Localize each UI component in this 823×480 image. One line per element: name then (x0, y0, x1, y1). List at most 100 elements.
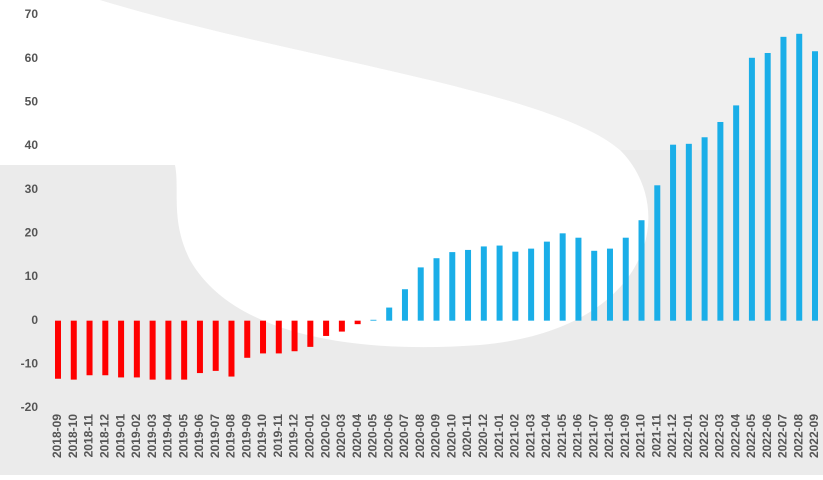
y-tick-label: -20 (21, 400, 39, 414)
x-tick-label: 2021-02 (508, 414, 522, 458)
y-tick-label: 50 (25, 95, 39, 109)
bar (307, 320, 314, 347)
bar (260, 320, 267, 354)
bar (449, 252, 456, 321)
x-tick-label: 2022-05 (744, 414, 758, 458)
x-tick-label: 2021-01 (492, 414, 506, 458)
bar (622, 237, 629, 321)
x-tick-label: 2022-04 (728, 414, 742, 458)
x-tick-label: 2020-03 (334, 414, 348, 458)
x-tick-label: 2018-12 (97, 414, 111, 458)
bar (181, 320, 188, 380)
x-tick-label: 2021-12 (665, 414, 679, 458)
x-tick-label: 2022-02 (697, 414, 711, 458)
bar (733, 105, 740, 321)
x-tick-label: 2020-06 (381, 414, 395, 458)
x-tick-label: 2021-03 (523, 414, 537, 458)
bar (717, 121, 724, 321)
x-tick-label: 2019-02 (129, 414, 143, 458)
bar (244, 320, 251, 358)
bar (228, 320, 235, 377)
x-tick-label: 2019-05 (176, 414, 190, 458)
bar (401, 289, 408, 321)
bar (512, 251, 519, 321)
x-tick-label: 2020-09 (429, 414, 443, 458)
x-tick-label: 2019-03 (145, 414, 159, 458)
x-tick-label: 2019-07 (208, 414, 222, 458)
x-tick-label: 2021-09 (618, 414, 632, 458)
bar (543, 241, 550, 321)
x-tick-label: 2018-11 (82, 414, 96, 458)
x-tick-label: 2020-01 (303, 414, 317, 458)
x-tick-label: 2019-04 (161, 414, 175, 458)
x-tick-label: 2019-12 (287, 414, 301, 458)
bar (417, 267, 424, 321)
bar (496, 245, 503, 321)
bar (480, 246, 487, 321)
x-tick-label: 2021-10 (634, 414, 648, 458)
bar (796, 33, 803, 321)
bar (559, 233, 566, 321)
y-tick-label: -10 (21, 357, 39, 371)
x-tick-label: 2019-11 (271, 414, 285, 458)
bar (606, 248, 613, 321)
y-tick-label: 70 (25, 7, 39, 21)
x-tick-label: 2020-12 (476, 414, 490, 458)
bar (575, 237, 582, 321)
x-tick-label: 2020-10 (444, 414, 458, 458)
x-tick-label: 2021-06 (571, 414, 585, 458)
bar (701, 137, 708, 321)
bar (102, 320, 109, 376)
y-tick-label: 20 (25, 226, 39, 240)
bar (55, 320, 61, 379)
x-tick-label: 2020-02 (318, 414, 332, 458)
background-shade (0, 0, 823, 150)
bar (338, 320, 345, 332)
bar (780, 36, 787, 321)
bar (764, 52, 771, 321)
x-tick-label: 2020-08 (413, 414, 427, 458)
bar (86, 320, 93, 376)
x-tick-label: 2022-01 (681, 414, 695, 458)
bar (433, 258, 440, 321)
x-tick-label: 2022-03 (713, 414, 727, 458)
y-tick-label: 30 (25, 182, 39, 196)
bar (748, 57, 755, 321)
y-tick-label: 0 (31, 313, 38, 327)
bar (165, 320, 172, 380)
bar (638, 220, 645, 321)
x-tick-label: 2018-10 (66, 414, 80, 458)
x-tick-label: 2021-04 (539, 414, 553, 458)
bar (528, 248, 535, 321)
bar (386, 307, 393, 321)
bar (370, 319, 377, 321)
x-tick-label: 2019-09 (239, 414, 253, 458)
bar (275, 320, 282, 354)
bar (465, 249, 472, 321)
bar (212, 320, 219, 371)
bar (196, 320, 203, 374)
y-tick-label: 60 (25, 51, 39, 65)
x-tick-label: 2019-01 (113, 414, 127, 458)
x-tick-label: 2020-04 (350, 414, 364, 458)
x-tick-label: 2022-07 (776, 414, 790, 458)
y-tick-label: 40 (25, 138, 39, 152)
x-tick-label: 2021-11 (649, 414, 663, 458)
x-tick-label: 2020-11 (460, 414, 474, 458)
bar (670, 144, 677, 321)
x-tick-label: 2019-06 (192, 414, 206, 458)
x-tick-label: 2021-05 (555, 414, 569, 458)
bar (354, 320, 361, 325)
bar (685, 143, 692, 321)
x-tick-label: 2022-08 (791, 414, 805, 458)
x-tick-label: 2022-09 (807, 414, 821, 458)
bar (149, 320, 156, 380)
y-tick-label: 10 (25, 269, 39, 283)
x-tick-label: 2020-05 (366, 414, 380, 458)
bar (812, 51, 818, 321)
x-tick-label: 2018-09 (50, 414, 64, 458)
x-tick-label: 2019-10 (255, 414, 269, 458)
bar (70, 320, 77, 380)
bar (133, 320, 140, 378)
